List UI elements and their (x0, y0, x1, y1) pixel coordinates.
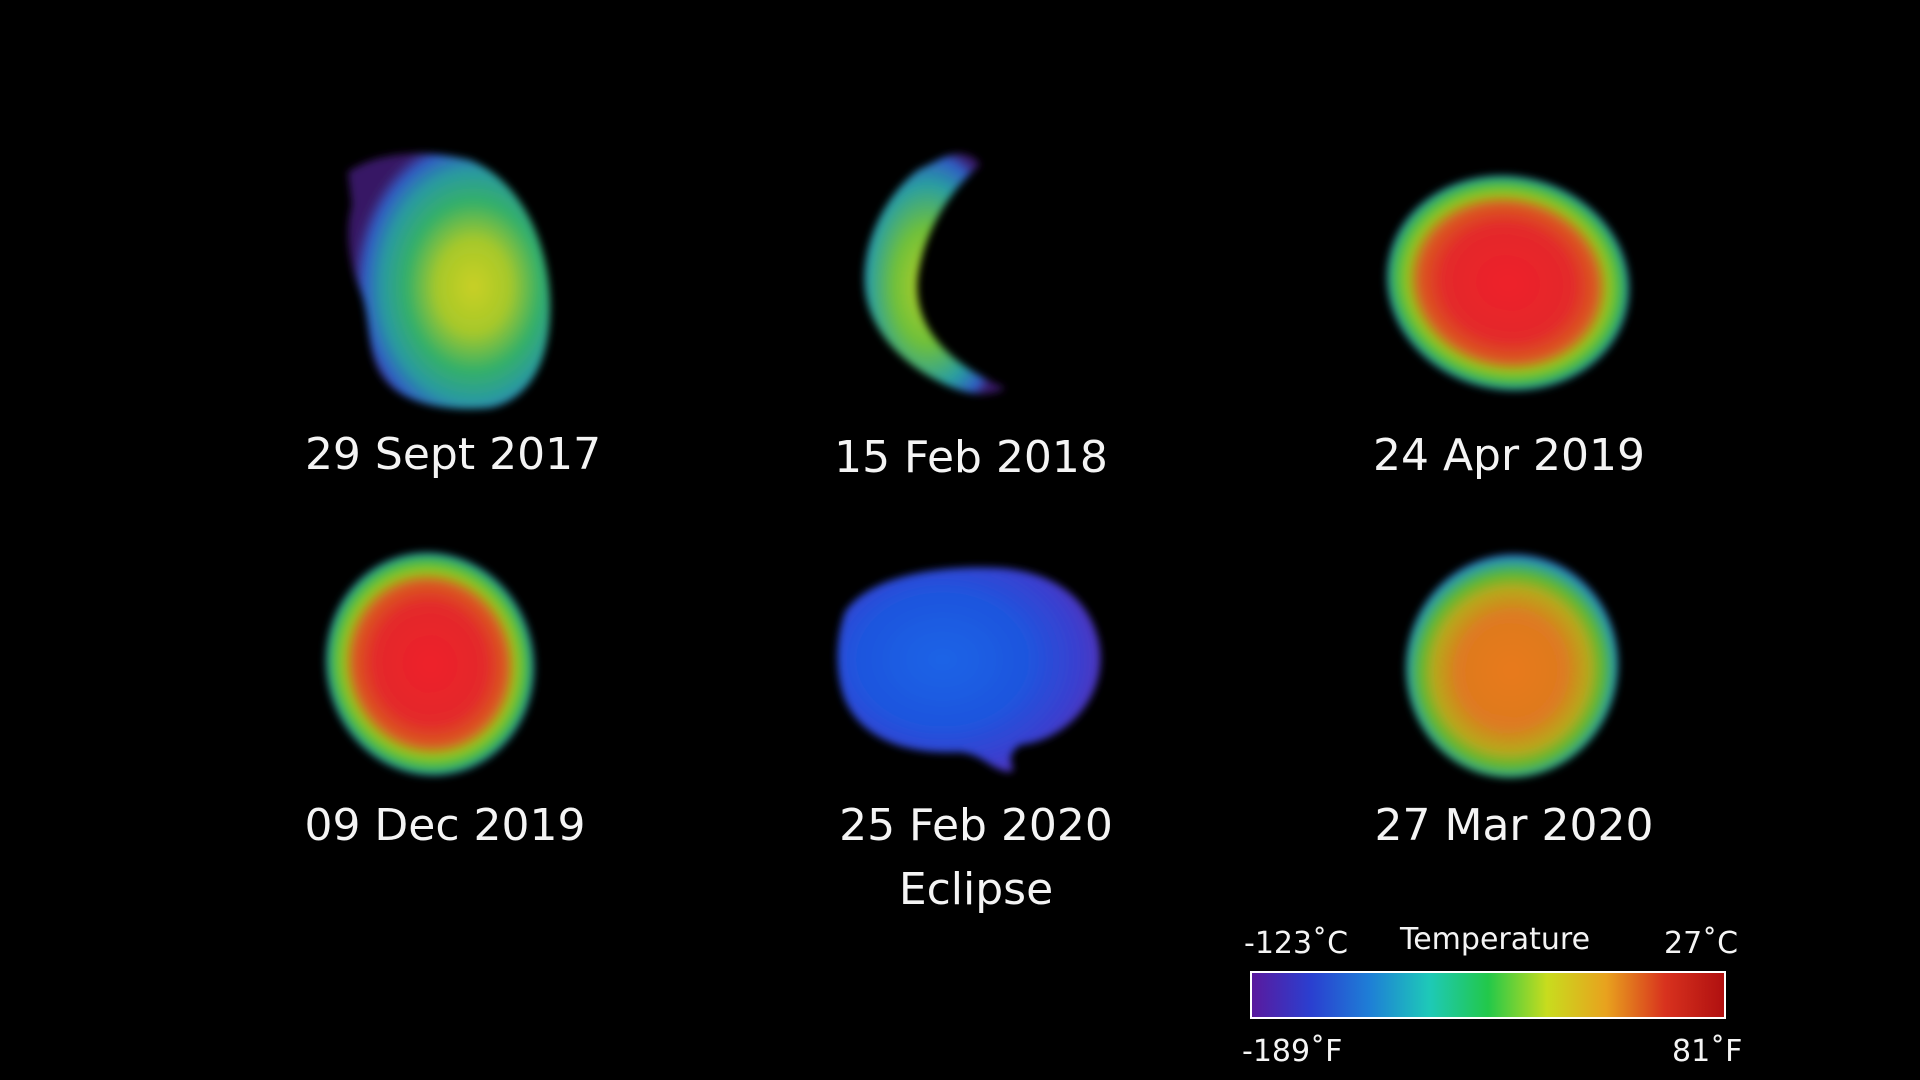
moon-image-2019-12-09 (325, 552, 535, 776)
scale-min-celsius: -123˚C (1244, 926, 1349, 961)
scale-max-fahrenheit: 81˚F (1672, 1034, 1743, 1069)
caption-2019-04-24: 24 Apr 2019 (1372, 430, 1646, 481)
caption-2018-02-15: 15 Feb 2018 (834, 432, 1108, 483)
moon-image-2018-02-15 (864, 154, 1005, 394)
caption-2019-12-09: 09 Dec 2019 (304, 800, 586, 851)
caption-2020-03-27: 27 Mar 2020 (1374, 800, 1654, 851)
moon-image-2020-02-25 (837, 567, 1101, 772)
caption-2020-02-25: 25 Feb 2020 (839, 800, 1113, 851)
temperature-colorbar (1250, 971, 1726, 1019)
scale-min-fahrenheit: -189˚F (1242, 1034, 1343, 1069)
moon-image-2020-03-27 (1405, 554, 1619, 778)
caption-2017-09-29: 29 Sept 2017 (304, 429, 602, 480)
caption-eclipse: Eclipse (898, 864, 1054, 915)
scale-max-celsius: 27˚C (1664, 926, 1739, 961)
moon-image-2017-09-29 (348, 153, 551, 410)
temperature-title: Temperature (1400, 922, 1591, 957)
moon-image-2019-04-24 (1386, 175, 1630, 391)
